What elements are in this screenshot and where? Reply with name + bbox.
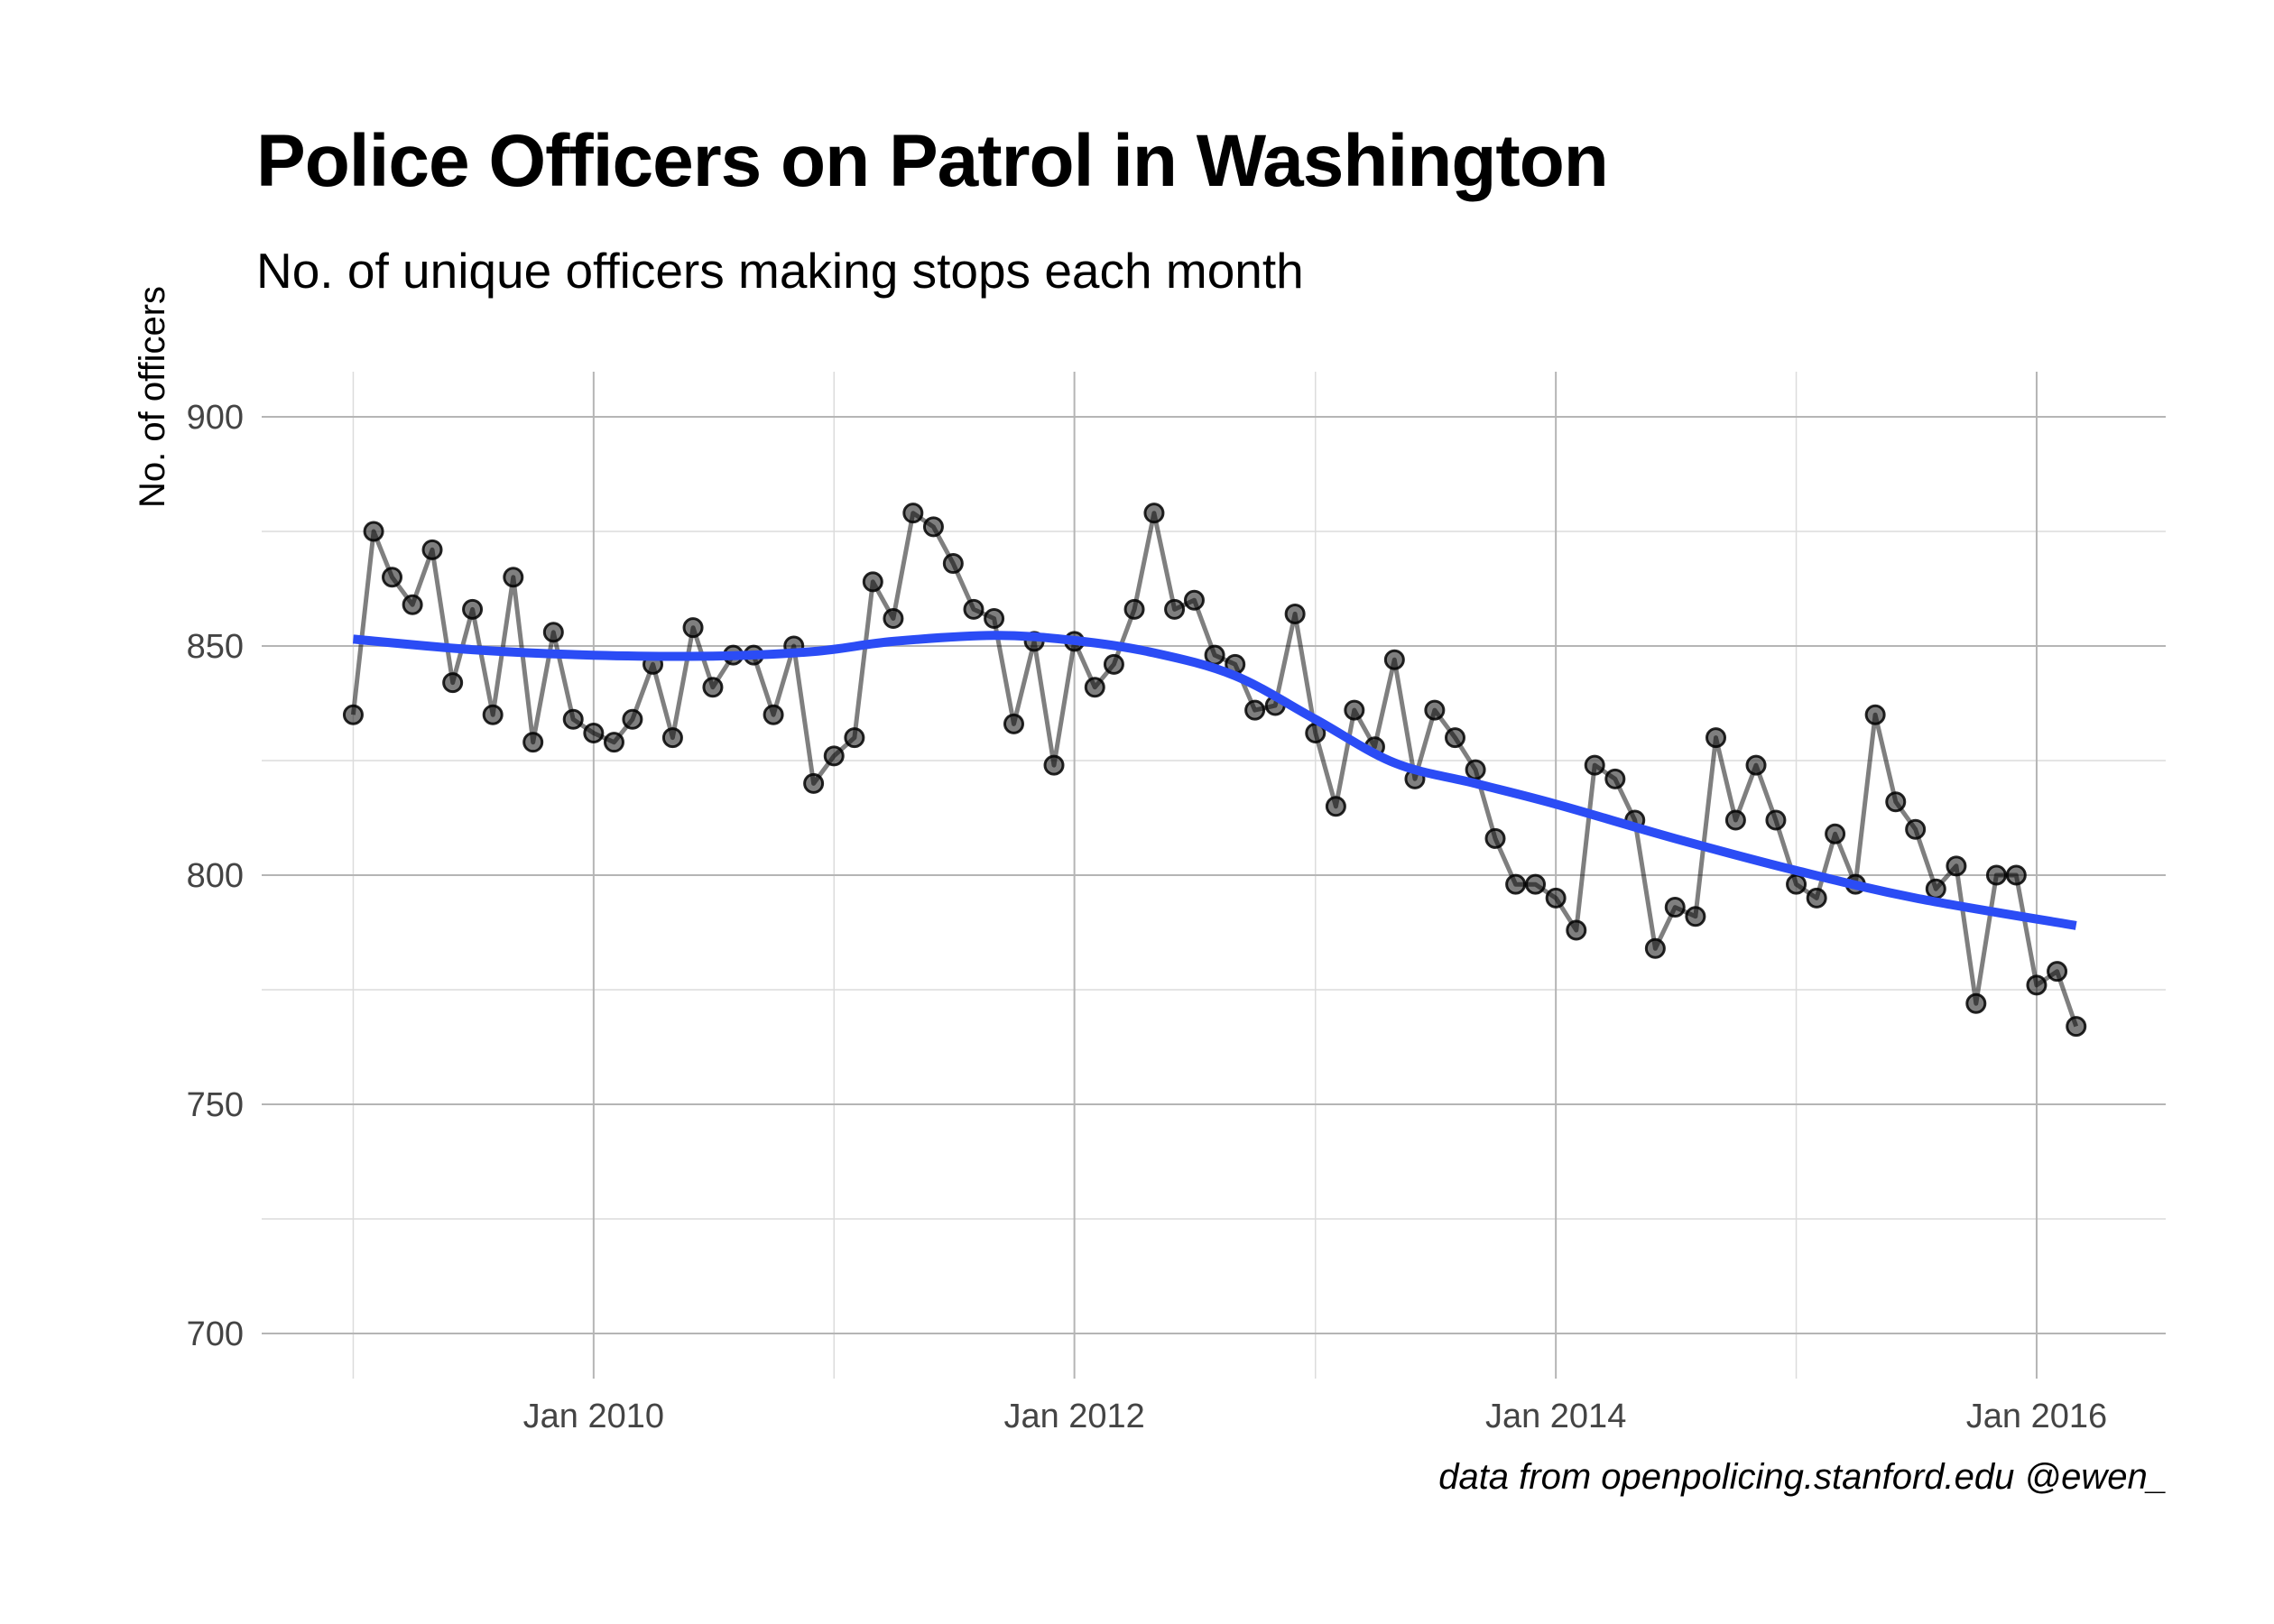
data-point	[862, 571, 883, 593]
chart-title: Police Officers on Patrol in Washington	[256, 120, 1609, 202]
data-point	[462, 598, 484, 620]
data-point	[1745, 754, 1767, 776]
chart-subtitle: No. of unique officers making stops each…	[256, 243, 1304, 299]
data-point	[382, 567, 403, 588]
data-point	[902, 503, 924, 524]
data-point	[1885, 791, 1907, 813]
x-axis-ticks: Jan 2010 Jan 2012 Jan 2014 Jan 2016	[523, 1398, 2107, 1435]
data-point	[682, 617, 704, 639]
data-point	[1164, 598, 1186, 620]
chart-caption: data from openpolicing.stanford.edu @ewe…	[1438, 1457, 2168, 1497]
data-point	[1664, 897, 1686, 918]
data-point	[1765, 809, 1787, 831]
data-point	[1864, 704, 1886, 725]
series-monthly-officers	[342, 503, 2087, 1038]
data-point	[1806, 887, 1827, 909]
data-point	[1505, 873, 1527, 895]
data-point	[844, 727, 865, 749]
data-point	[1043, 754, 1065, 776]
y-tick-label: 800	[187, 857, 244, 895]
data-point	[1825, 823, 1846, 844]
y-tick-label: 900	[187, 399, 244, 437]
data-point	[922, 516, 944, 538]
data-point	[1284, 603, 1306, 624]
data-point	[803, 772, 825, 794]
data-point	[1724, 809, 1746, 831]
data-point	[482, 704, 504, 725]
y-tick-label: 700	[187, 1315, 244, 1353]
data-point	[1706, 727, 1727, 749]
data-point	[1644, 937, 1666, 959]
data-point	[421, 539, 443, 560]
data-point	[402, 594, 423, 615]
data-point	[2047, 961, 2068, 983]
x-tick-label: Jan 2014	[1485, 1398, 1626, 1435]
data-point	[1244, 699, 1266, 721]
data-point	[1383, 649, 1405, 670]
data-point	[562, 708, 584, 730]
data-point	[1786, 873, 1807, 895]
data-point	[1525, 873, 1547, 895]
y-axis-ticks: 700 750 800 850 900	[187, 399, 244, 1353]
data-point	[1123, 598, 1145, 620]
data-point	[823, 745, 845, 767]
data-point	[1604, 768, 1626, 789]
data-point	[702, 677, 724, 698]
data-point	[2026, 974, 2048, 996]
data-point	[1545, 887, 1567, 909]
data-point	[1204, 644, 1225, 666]
data-point	[1444, 727, 1465, 749]
data-point	[1424, 699, 1446, 721]
y-tick-label: 850	[187, 628, 244, 666]
data-point	[1985, 864, 2007, 886]
data-point	[1484, 827, 1506, 849]
data-point	[984, 608, 1005, 630]
major-gridlines	[262, 372, 2166, 1379]
y-tick-label: 750	[187, 1086, 244, 1124]
series-smooth-trend	[352, 631, 2077, 930]
data-point	[1325, 796, 1346, 817]
data-point	[1925, 878, 1946, 900]
data-point	[1465, 759, 1486, 780]
data-point	[963, 598, 984, 620]
data-point	[661, 727, 683, 749]
data-point	[503, 567, 524, 588]
data-point	[1084, 677, 1105, 698]
data-point	[1566, 919, 1587, 941]
data-point	[1584, 754, 1605, 776]
data-point	[1183, 589, 1205, 611]
data-point	[342, 704, 364, 725]
data-point	[2066, 1016, 2087, 1038]
data-point	[763, 704, 784, 725]
data-point	[542, 622, 564, 643]
series-line	[350, 511, 2079, 1028]
data-point	[442, 672, 464, 694]
smooth-trend-line	[352, 631, 2077, 930]
data-point	[622, 708, 643, 730]
data-point	[1003, 713, 1024, 734]
data-point	[1965, 992, 1987, 1014]
data-point	[583, 723, 605, 744]
data-point	[942, 553, 964, 575]
data-point	[1143, 503, 1165, 524]
y-axis-label: No. of officers	[133, 286, 172, 508]
data-point	[603, 732, 624, 753]
data-point	[1946, 855, 1967, 877]
data-point	[1685, 906, 1706, 927]
data-point	[1905, 818, 1927, 840]
x-tick-label: Jan 2016	[1966, 1398, 2107, 1435]
data-point	[522, 732, 544, 753]
data-point	[1344, 699, 1365, 721]
x-tick-label: Jan 2010	[523, 1398, 664, 1435]
data-point	[883, 608, 904, 630]
data-point	[1103, 653, 1124, 675]
data-point	[363, 521, 384, 542]
x-tick-label: Jan 2012	[1003, 1398, 1144, 1435]
data-point	[2005, 864, 2027, 886]
